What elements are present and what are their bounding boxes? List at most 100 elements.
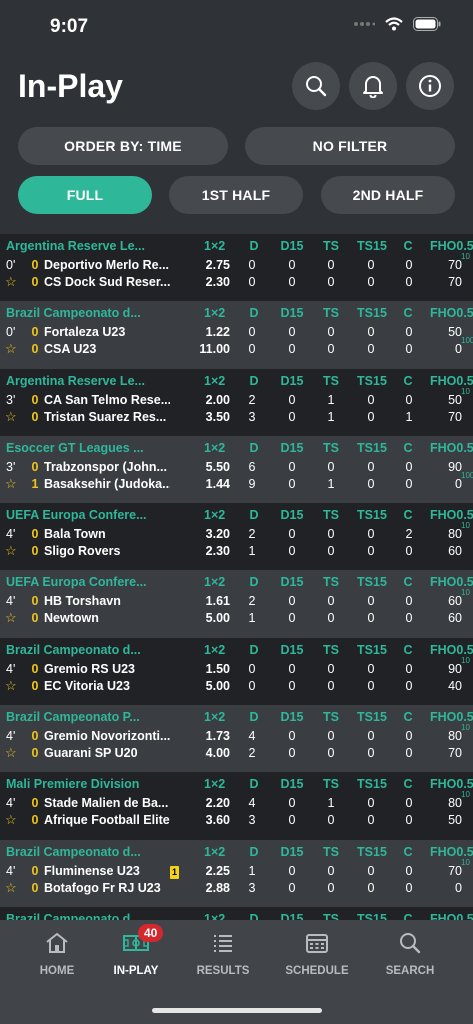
tab-home[interactable]: HOME [17,932,97,977]
period-1st-half-button[interactable]: 1ST HALF [169,176,303,214]
stat-ts: 0 [327,678,335,693]
fho-superscript: 10 [461,588,470,598]
team-score: 0 [31,594,39,609]
stat-d15: 0 [288,880,296,895]
tab-schedule[interactable]: SCHEDULE [277,932,357,977]
team-row: 4' 0 HB Torshavn 1.61 2 0 0 0 0 60 10 [0,588,473,611]
col-ts-header: TS [323,373,339,388]
favorite-star-icon[interactable]: ☆ [5,408,17,424]
col-odds-header: 1×2 [204,508,226,523]
period-2nd-half-button[interactable]: 2ND HALF [321,176,455,214]
search-icon [306,76,327,97]
stat-d: 4 [248,796,256,811]
stat-d15: 0 [288,796,296,811]
match-row[interactable]: Esoccer GT Leagues ... 1×2 D D15 TS TS15 C FHO0… [0,435,473,504]
match-row[interactable]: UEFA Europa Confere... 1×2 D D15 TS TS15 C FHO0… [0,503,473,571]
yellow-card-badge: 1 [170,865,179,879]
match-row[interactable]: Brazil Campeonato d... 1×2 D D15 TS TS15 C FHO0… [0,839,473,907]
match-row[interactable]: Argentina Reserve Le... 1×2 D D15 TS TS15 C FHO… [0,368,473,436]
team-odds: 2.75 [205,258,230,272]
col-fho-header: FHO0.5 [430,911,473,920]
tab-in-play-label: IN-PLAY [113,965,159,977]
col-d-header: D [249,440,259,455]
match-row[interactable]: Argentina Reserve Le... 1×2 D D15 TS TS15 C FHO… [0,234,473,302]
stat-ts15: 0 [367,796,375,811]
favorite-star-icon[interactable]: ☆ [5,274,17,289]
stat-ts15: 0 [367,392,375,407]
info-icon [419,75,441,97]
team-name: Botafogo Fr RJ U23 [44,880,161,895]
stat-c: 0 [405,325,413,340]
match-header: Argentina Reserve Le... 1×2 D D15 TS TS15 C FHO… [0,239,473,256]
match-row[interactable]: Brazil Campeonato d... 1×2 D D15 TS TS15 C FHO0… [0,906,473,920]
stat-fho: 80 [448,796,462,811]
stat-d: 0 [248,342,256,357]
team-name: Afrique Football Elite [44,813,170,828]
stat-d: 9 [248,476,256,491]
favorite-star-icon[interactable]: ☆ [5,475,17,491]
stat-d15: 0 [288,544,296,559]
fho-superscript: 10 [461,790,470,800]
team-row: ☆ 1 Basaksehir (Judoka... 1.44 9 0 1 0 0 0 100 [0,471,473,494]
team-name: Fluminense U23 [44,863,140,878]
team-name: Newtown [44,611,99,626]
stat-d15: 0 [288,813,296,828]
team-row: ☆ 0 Newtown 5.00 1 0 0 0 0 60 [0,610,473,628]
status-bar: 9:07 [0,0,473,54]
stat-d15: 0 [288,258,296,272]
favorite-star-icon[interactable]: ☆ [5,543,17,559]
period-full-button[interactable]: FULL [18,176,152,214]
col-ts-header: TS [323,239,339,253]
league-name: Brazil Campeonato d... [6,642,141,657]
notifications-button[interactable] [349,62,397,110]
tab-in-play[interactable]: 40 IN-PLAY [96,924,176,977]
team-score: 0 [31,863,39,878]
col-fho-header: FHO0.5 [430,508,473,523]
match-minute: 0' [6,258,16,272]
match-minute: 4' [6,594,16,609]
col-d-header: D [249,710,259,725]
match-row[interactable]: Mali Premiere Division 1×2 D D15 TS TS15 C FHO0… [0,772,473,840]
stat-d: 0 [248,325,256,340]
match-row[interactable]: UEFA Europa Confere... 1×2 D D15 TS TS15 C FHO0… [0,570,473,638]
stat-fho: 80 [448,729,462,744]
fho-superscript: 10 [461,386,470,396]
match-row[interactable]: Brazil Campeonato P... 1×2 D D15 TS TS15 C FHO0… [0,705,473,773]
search-button[interactable] [292,62,340,110]
team-name: Gremio Novorizonti... [44,729,170,744]
col-d-header: D [249,508,259,523]
stat-c: 0 [405,258,413,272]
col-ts-header: TS [323,306,339,321]
col-ts-header: TS [323,508,339,523]
team-row: 4' 0 Stade Malien de Ba... 2.20 4 0 1 0 0 80 10 [0,790,473,813]
info-button[interactable] [406,62,454,110]
match-row[interactable]: Brazil Campeonato d... 1×2 D D15 TS TS15 C FHO0… [0,301,473,369]
stat-d15: 0 [288,729,296,744]
col-c-header: C [403,306,413,321]
stat-fho: 70 [448,275,462,289]
fho-superscript: 100 [461,336,473,346]
team-row: ☆ 0 EC Vitoria U23 5.00 0 0 0 0 0 40 [0,677,473,696]
team-score: 0 [31,678,39,693]
team-row: ☆ 0 Afrique Football Elite 3.60 3 0 0 0 0 50 [0,812,473,830]
favorite-star-icon[interactable]: ☆ [5,341,17,357]
col-fho-header: FHO0.5 [430,306,473,321]
col-ts-header: TS [323,777,339,792]
team-name: Stade Malien de Ba... [44,796,169,811]
filter-button[interactable]: NO FILTER [245,127,455,165]
col-c-header: C [403,777,413,792]
tab-results[interactable]: RESULTS [183,932,263,977]
order-by-button[interactable]: ORDER BY: TIME [18,127,228,165]
col-d-header: D [249,575,259,590]
favorite-star-icon[interactable]: ☆ [5,745,17,761]
stat-ts: 1 [327,392,335,407]
stat-fho: 50 [448,392,462,407]
favorite-star-icon[interactable]: ☆ [5,879,17,895]
favorite-star-icon[interactable]: ☆ [5,677,17,693]
tab-search[interactable]: SEARCH [370,932,450,977]
team-row: 0' 0 Deportivo Merlo Re... 2.75 0 0 0 0 0 70 10 [0,252,473,275]
favorite-star-icon[interactable]: ☆ [5,610,17,626]
favorite-star-icon[interactable]: ☆ [5,812,17,828]
match-row[interactable]: Brazil Campeonato d... 1×2 D D15 TS TS15 C FHO0… [0,637,473,706]
team-odds: 11.00 [199,342,230,357]
